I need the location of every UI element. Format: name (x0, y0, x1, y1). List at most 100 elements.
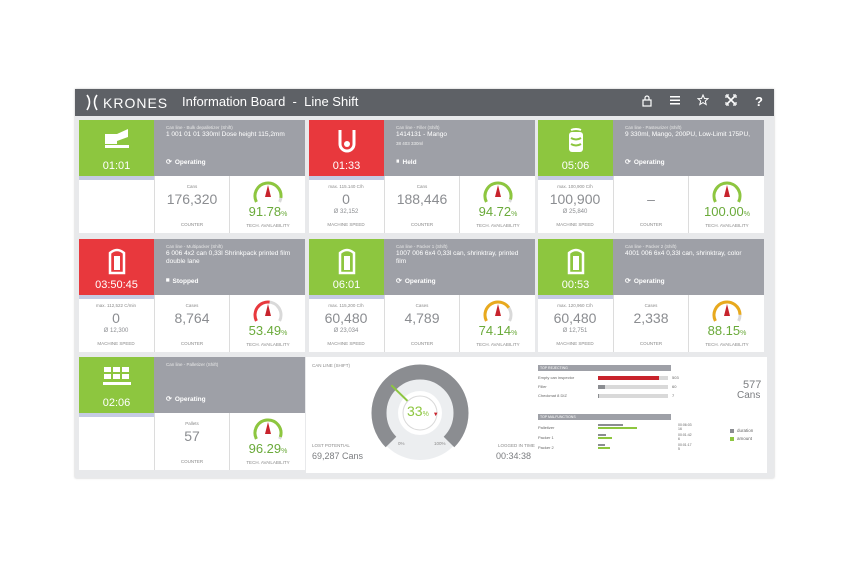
operating-icon: ⟳ (625, 159, 631, 166)
ticker-bar (309, 295, 384, 299)
speed-value: 60,480 (324, 310, 368, 326)
amount-bar (598, 427, 637, 429)
operating-icon: ⟳ (166, 396, 172, 403)
counter-caption: Cases (415, 303, 429, 308)
availability-cell: 94.72% TECH. AVAILABILITY (459, 176, 536, 233)
counter-caption: Cases (185, 303, 199, 308)
stopped-icon: ⏹ (166, 277, 170, 284)
machine-state: ⟳ Operating (625, 277, 665, 286)
star-icon[interactable] (696, 93, 710, 110)
counter-cell: Cases 4,789 COUNTER (384, 295, 459, 352)
counter-value: 176,320 (166, 191, 218, 207)
machine-state: ⏹ Stopped (166, 277, 199, 285)
status-duration: 05:06 (561, 160, 590, 172)
status-box: 03:50:45 (79, 239, 154, 295)
machine-card[interactable]: 03:50:45 Can line - Multipacker (Shift) … (79, 239, 305, 352)
availability-label: TECH. AVAILABILITY (476, 223, 520, 228)
availability-cell: 53.49% TECH. AVAILABILITY (229, 295, 306, 352)
availability-cell: 88.15% TECH. AVAILABILITY (688, 295, 765, 352)
malfunction-duration: 00:01:17 (678, 443, 692, 447)
counter-label: COUNTER (639, 341, 663, 346)
counter-caption: Cans (416, 184, 428, 189)
top-malfunctions-header: TOP MALFUNCTIONS (538, 414, 671, 420)
availability-value: 74.14% (478, 323, 518, 338)
counter-cell: Cases 8,764 COUNTER (154, 295, 229, 352)
information-board: KRONES Information Board - Line Shift ? … (75, 89, 774, 478)
ticker-bar (79, 295, 154, 299)
machine-icon (106, 247, 128, 280)
speed-label: MACHINE SPEED (97, 341, 135, 346)
machine-icon (104, 128, 130, 155)
speed-caption: max. 120,960 C/h (557, 303, 593, 308)
counter-cell: – COUNTER (613, 176, 688, 233)
availability-gauge (712, 181, 742, 203)
counter-value: – (647, 191, 655, 207)
card-body: Pallets 57 COUNTER 96.29% TECH. AVAILABI… (79, 413, 305, 470)
machine-card[interactable]: 02:06 Can line - Palletizer (Shift) ⟳ Op… (79, 357, 305, 470)
card-header: 00:53 Can line - Packer 2 (Shift) 4001 0… (538, 239, 764, 295)
card-body: Cans 176,320 COUNTER 91.78% TECH. AVAILA… (79, 176, 305, 233)
malfunction-label: Packer 2 (538, 445, 554, 450)
page-title: Information Board - Line Shift (182, 94, 359, 109)
machine-card[interactable]: 01:01 Can line - Bulk depalletizer (Shif… (79, 120, 305, 233)
machine-name: Can line - Filler (Shift) (396, 125, 440, 130)
rejecting-row: Checkmat 8 DIZ 7 (538, 392, 674, 399)
rejecting-bar-track (598, 375, 668, 380)
rejecting-bar (598, 393, 600, 398)
card-body: Cans 188,446 COUNTER 94.72% TECH. AVAILA… (309, 176, 535, 233)
operating-icon: ⟳ (166, 159, 172, 166)
fullscreen-icon[interactable] (724, 94, 738, 110)
menu-icon[interactable] (668, 94, 682, 110)
card-header: 03:50:45 Can line - Multipacker (Shift) … (79, 239, 305, 295)
machine-name: Can line - Multipacker (Shift) (166, 244, 223, 249)
efficiency-value: 33% ▼ (407, 403, 439, 419)
machine-card[interactable]: 01:33 Can line - Filler (Shift) 1414131 … (309, 120, 535, 233)
speed-label: MACHINE SPEED (556, 222, 594, 227)
rejecting-value: 503 (672, 375, 679, 380)
counter-caption: Cases (644, 303, 658, 308)
speed-cell: max. 100,900 C/h 100,900 Ø 25,840 MACHIN… (538, 176, 612, 233)
machine-card[interactable]: 06:01 Can line - Packer 1 (Shift) 1007 0… (309, 239, 535, 352)
rejecting-bar-track (598, 384, 668, 389)
efficiency-gauge (371, 364, 469, 460)
operating-icon: ⟳ (396, 278, 402, 285)
availability-gauge (483, 300, 513, 322)
availability-gauge (253, 181, 283, 203)
amount-bar (598, 437, 612, 439)
status-duration: 06:01 (332, 279, 361, 291)
availability-cell: 91.78% TECH. AVAILABILITY (229, 176, 306, 233)
availability-gauge (483, 181, 513, 203)
krones-logo-icon (86, 94, 98, 111)
summary-title: CAN LINE (SHIFT) (312, 363, 351, 368)
counter-label: COUNTER (410, 222, 434, 227)
malfunction-amount: 5 (678, 447, 680, 451)
speed-average: Ø 32,152 (333, 209, 359, 215)
machine-card[interactable]: 05:06 Can line - Pasteurizer (Shift) 9 3… (538, 120, 764, 233)
lost-potential-value: 69,287 Cans (312, 451, 364, 461)
product-sub: 38 403 330ml (396, 141, 424, 146)
machine-icon (336, 128, 358, 159)
speed-average: Ø 25,840 (562, 209, 588, 215)
help-icon[interactable]: ? (755, 94, 763, 109)
availability-value: 91.78% (248, 204, 288, 219)
availability-value: 53.49% (248, 323, 288, 338)
speed-value: 100,900 (549, 191, 601, 207)
logged-time-caption: LOGGED IN TIME (498, 443, 535, 448)
line-summary-panel: CAN LINE (SHIFT) 33% ▼ 0% 100% LOST POTE… (306, 357, 767, 473)
status-duration: 02:06 (102, 397, 131, 409)
malfunction-label: Packer 1 (538, 435, 554, 440)
status-duration: 00:53 (561, 279, 590, 291)
speed-cell: max. 112,522 C/min 0 Ø 12,300 MACHINE SP… (79, 295, 153, 352)
machine-icon (336, 247, 358, 280)
duration-bar (598, 434, 607, 436)
lock-icon[interactable] (640, 94, 654, 110)
malfunction-duration: 00:01:42 (678, 433, 692, 437)
availability-value: 94.72% (478, 204, 518, 219)
machine-state: ⏸ Held (396, 158, 417, 166)
availability-label: TECH. AVAILABILITY (476, 342, 520, 347)
machine-card[interactable]: 00:53 Can line - Packer 2 (Shift) 4001 0… (538, 239, 764, 352)
card-header: 01:33 Can line - Filler (Shift) 1414131 … (309, 120, 535, 176)
held-icon: ⏸ (396, 158, 400, 165)
speed-average: Ø 23,034 (333, 328, 359, 334)
availability-cell: 100.00% TECH. AVAILABILITY (688, 176, 765, 233)
